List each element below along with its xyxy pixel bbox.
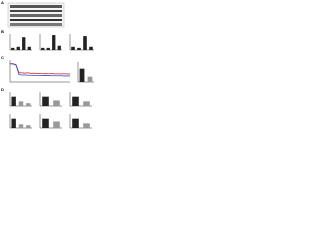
bar xyxy=(83,36,87,50)
bar xyxy=(83,123,90,128)
bar xyxy=(27,46,31,50)
bar xyxy=(83,101,90,106)
bar xyxy=(16,46,20,50)
bar xyxy=(72,118,79,128)
bar xyxy=(79,68,85,82)
bar xyxy=(41,47,45,50)
panel-label: C xyxy=(1,55,4,60)
bar xyxy=(18,124,24,128)
bar xyxy=(87,76,93,82)
panel-label: B xyxy=(1,29,4,34)
bar xyxy=(52,35,56,50)
axis xyxy=(9,114,32,129)
axis xyxy=(9,60,70,83)
line-series xyxy=(10,63,70,75)
bar xyxy=(42,118,49,128)
figure: A B C D xyxy=(1,0,94,129)
page: A B C D (() => { const data = JSON.parse… xyxy=(1,0,94,129)
panel-label: A xyxy=(1,0,4,5)
bar xyxy=(77,47,81,50)
bar xyxy=(71,46,75,50)
bar xyxy=(53,121,60,128)
bar xyxy=(18,101,24,106)
bar xyxy=(89,46,93,50)
bar xyxy=(22,37,26,50)
bar xyxy=(11,96,16,106)
bar xyxy=(46,47,50,50)
bar xyxy=(53,100,60,106)
bar xyxy=(11,47,15,50)
line-series xyxy=(9,63,70,77)
bar xyxy=(57,45,61,50)
bar xyxy=(11,118,16,128)
bar xyxy=(72,96,79,106)
axis xyxy=(9,92,32,107)
panel-label: D xyxy=(1,87,4,92)
bar xyxy=(26,125,31,128)
western-blot xyxy=(7,2,65,28)
bar xyxy=(26,103,31,106)
bar xyxy=(42,96,49,106)
